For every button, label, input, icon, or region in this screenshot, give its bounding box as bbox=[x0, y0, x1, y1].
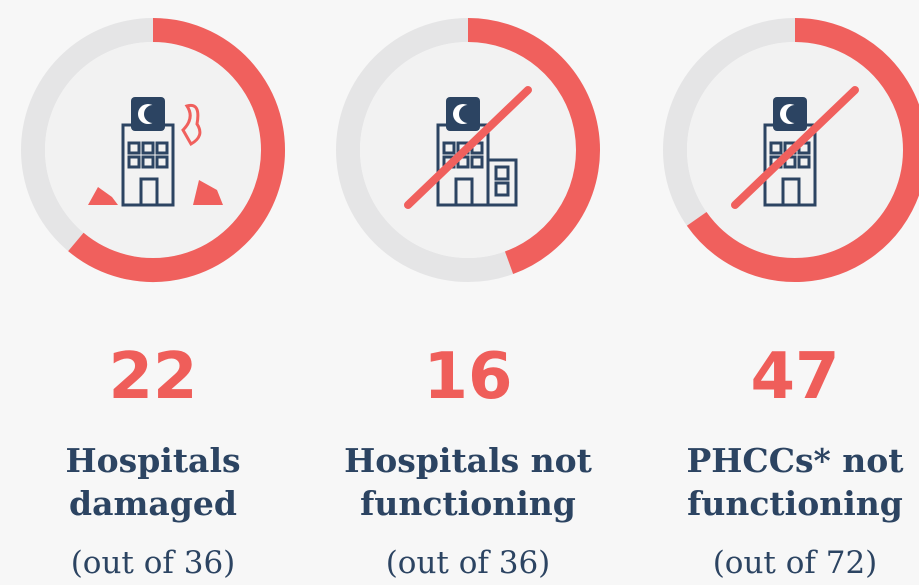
icon-door bbox=[454, 177, 474, 207]
icon-slash bbox=[404, 86, 532, 209]
icon-door bbox=[139, 177, 159, 207]
category-label: Hospitals not bbox=[344, 441, 593, 480]
donut-card: 22 Hospitals damaged (out of 36) bbox=[21, 18, 285, 581]
icon-window bbox=[141, 141, 155, 155]
icon-window bbox=[155, 141, 169, 155]
total-label: (out of 36) bbox=[386, 545, 551, 581]
icon-window bbox=[769, 141, 783, 155]
icon-window bbox=[494, 181, 510, 197]
icon-door bbox=[781, 177, 801, 207]
donut-arc bbox=[68, 18, 285, 282]
icon-moon-cut bbox=[459, 105, 477, 123]
icon-window bbox=[442, 141, 456, 155]
icon-moon-cut bbox=[144, 105, 162, 123]
value-label: 47 bbox=[750, 340, 839, 414]
icon-smoke bbox=[181, 103, 202, 147]
icon-window bbox=[141, 155, 155, 169]
category-label: PHCCs* not bbox=[686, 441, 904, 480]
category-label: functioning bbox=[360, 484, 576, 523]
category-label: damaged bbox=[69, 484, 237, 523]
category-label: Hospitals bbox=[65, 441, 240, 480]
icon-window bbox=[797, 155, 811, 169]
icon-slash bbox=[731, 86, 859, 209]
icon-rubble bbox=[88, 180, 223, 205]
value-label: 22 bbox=[108, 340, 197, 414]
value-label: 16 bbox=[423, 340, 512, 414]
icon-window bbox=[155, 155, 169, 169]
icon-annex bbox=[486, 158, 518, 207]
icon-window bbox=[470, 155, 484, 169]
donut-arc bbox=[686, 18, 919, 282]
icon-window bbox=[494, 165, 510, 181]
total-label: (out of 72) bbox=[713, 545, 878, 581]
donut-card: 47 PHCCs* not functioning (out of 72) bbox=[663, 18, 919, 581]
icon-window bbox=[127, 155, 141, 169]
category-label: functioning bbox=[687, 484, 903, 523]
icon-window bbox=[127, 141, 141, 155]
total-label: (out of 36) bbox=[71, 545, 236, 581]
donut-arc bbox=[467, 18, 600, 275]
donut-card: 16 Hospitals not functioning (out of 36) bbox=[336, 18, 600, 581]
icon-moon-cut bbox=[786, 105, 804, 123]
